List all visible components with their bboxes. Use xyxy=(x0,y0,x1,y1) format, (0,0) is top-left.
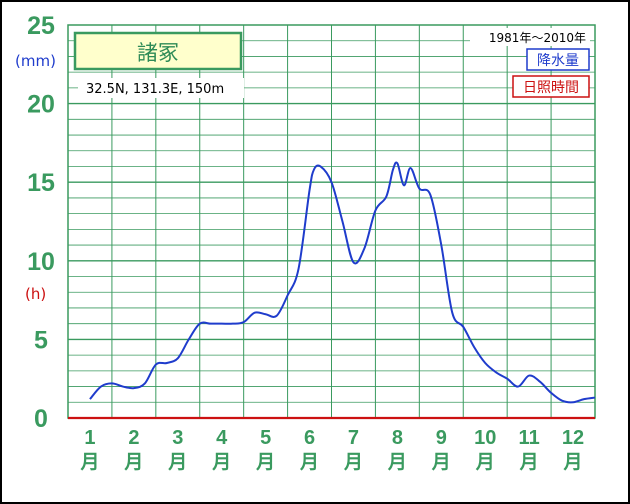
legend-rain: 降水量 xyxy=(526,48,590,71)
x-tick-month-suffix: 月 xyxy=(387,451,407,473)
y-tick-label: 10 xyxy=(27,248,55,276)
x-tick-label: 7 xyxy=(348,427,359,449)
left-unit-label: (mm) xyxy=(15,52,56,70)
y-tick-label: 25 xyxy=(27,12,55,40)
y-tick-label: 15 xyxy=(27,169,55,197)
x-tick-month-suffix: 月 xyxy=(475,451,495,473)
period-label: 1981年〜2010年 xyxy=(489,31,586,45)
x-tick-label: 3 xyxy=(172,427,183,449)
y-tick-label: 5 xyxy=(34,326,48,354)
x-tick-label: 2 xyxy=(128,427,139,449)
x-tick-month-suffix: 月 xyxy=(519,451,539,473)
x-tick-label: 1 xyxy=(84,427,95,449)
x-tick-label: 5 xyxy=(260,427,271,449)
station-box: 諸冢 xyxy=(73,31,243,71)
legend-sunshine-box xyxy=(512,75,590,98)
legend-sunshine-label: 日照時間 xyxy=(523,80,579,96)
series-line-precipitation xyxy=(89,161,596,404)
y-axis-ticks: 0 5 10 15 20 25 xyxy=(27,12,55,433)
x-tick-month-suffix: 月 xyxy=(431,451,451,473)
x-tick-month-suffix: 月 xyxy=(167,451,187,473)
coordinates-bg xyxy=(78,78,244,98)
x-tick-label: 10 xyxy=(474,427,496,449)
y-tick-label: 20 xyxy=(27,91,55,119)
station-box-frame xyxy=(73,31,243,71)
legend-sunshine: 日照時間 xyxy=(512,75,590,98)
x-tick-month-suffix: 月 xyxy=(123,451,143,473)
station-name: 諸冢 xyxy=(137,41,179,65)
series-layer xyxy=(68,161,596,420)
x-tick-label: 12 xyxy=(562,427,584,449)
x-tick-month-suffix: 月 xyxy=(211,451,231,473)
y-tick-label: 0 xyxy=(34,405,48,433)
x-tick-label: 4 xyxy=(216,427,228,449)
x-tick-month-suffix: 月 xyxy=(255,451,275,473)
right-unit-label: (h) xyxy=(25,285,46,303)
x-tick-month-suffix: 月 xyxy=(299,451,319,473)
x-tick-label: 6 xyxy=(304,427,315,449)
period-bg xyxy=(470,28,590,46)
x-tick-label: 11 xyxy=(519,427,540,449)
x-tick-month-suffix: 月 xyxy=(343,451,363,473)
x-tick-month-suffix: 月 xyxy=(79,451,99,473)
x-tick-month-suffix: 月 xyxy=(563,451,583,473)
legend-rain-label: 降水量 xyxy=(537,53,579,69)
x-tick-label: 8 xyxy=(392,427,403,449)
station-coordinates: 32.5N, 131.3E, 150m xyxy=(86,82,224,97)
x-tick-label: 9 xyxy=(436,427,447,449)
legend-rain-box xyxy=(526,48,590,71)
